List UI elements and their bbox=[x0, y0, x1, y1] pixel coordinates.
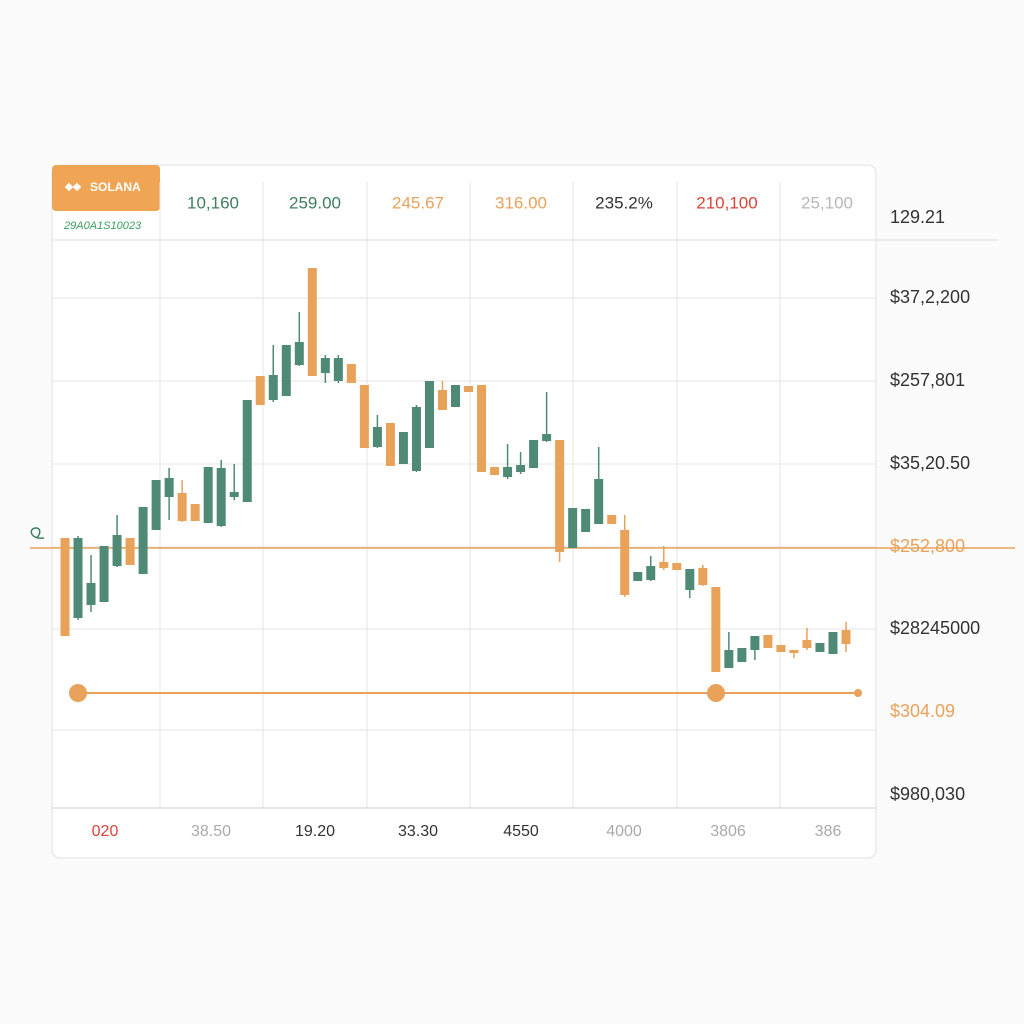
candle-body bbox=[542, 434, 552, 441]
price-label: $37,2,200 bbox=[890, 287, 970, 307]
x-label: 3806 bbox=[710, 823, 746, 840]
price-label: $257,801 bbox=[890, 370, 965, 390]
candle-body bbox=[203, 467, 213, 523]
price-label: $980,030 bbox=[890, 784, 965, 804]
candle-body bbox=[802, 640, 812, 648]
symbol: SOLANA bbox=[90, 180, 141, 194]
candle-body bbox=[333, 358, 343, 381]
candle-body bbox=[724, 650, 734, 668]
candle-body bbox=[359, 385, 369, 448]
x-label: 4550 bbox=[503, 823, 539, 840]
candle-body bbox=[372, 427, 382, 447]
candle-body bbox=[411, 407, 421, 471]
candle-body bbox=[789, 650, 799, 653]
candle-body bbox=[568, 508, 578, 548]
x-label: 020 bbox=[92, 823, 119, 840]
candle-body bbox=[86, 583, 96, 605]
candle-body bbox=[750, 636, 760, 650]
subtitle: 29A0A1S10023 bbox=[63, 220, 142, 232]
x-label: 38.50 bbox=[191, 823, 231, 840]
candle-body bbox=[138, 507, 148, 574]
candle-body bbox=[73, 538, 83, 618]
candle-body bbox=[828, 632, 838, 654]
candle-body bbox=[99, 546, 109, 602]
candle-body bbox=[294, 342, 304, 365]
candle-body bbox=[594, 479, 604, 524]
hook-icon bbox=[30, 527, 45, 539]
candle-body bbox=[424, 381, 434, 448]
header-value: 245.67 bbox=[392, 193, 444, 212]
candle-body bbox=[711, 587, 721, 672]
candle-body bbox=[516, 465, 526, 472]
reference-dot bbox=[69, 684, 87, 702]
header-value: 25,100 bbox=[801, 193, 853, 212]
candle-body bbox=[190, 504, 200, 521]
candle-body bbox=[125, 538, 135, 565]
candle-body bbox=[633, 572, 643, 581]
price-label: 129.21 bbox=[890, 207, 945, 227]
reference-dot bbox=[854, 689, 862, 697]
price-label: $304.09 bbox=[890, 701, 955, 721]
reference-dot bbox=[707, 684, 725, 702]
x-label: 19.20 bbox=[295, 823, 335, 840]
candle-body bbox=[242, 400, 252, 502]
x-label: 386 bbox=[815, 823, 842, 840]
candle-body bbox=[320, 358, 330, 373]
candle-body bbox=[177, 493, 187, 521]
candle-body bbox=[503, 467, 513, 477]
candle-body bbox=[581, 509, 591, 532]
candle-body bbox=[529, 440, 539, 468]
candle-body bbox=[164, 478, 174, 497]
candle-body bbox=[437, 390, 447, 410]
candle-body bbox=[281, 345, 291, 396]
candle-body bbox=[307, 268, 317, 376]
header-value: 316.00 bbox=[495, 193, 547, 212]
candle-body bbox=[477, 385, 487, 472]
candle-body bbox=[229, 492, 239, 497]
candle-body bbox=[607, 515, 617, 524]
candle-body bbox=[268, 375, 278, 400]
candle-body bbox=[659, 562, 669, 568]
header-value: 210,100 bbox=[696, 193, 757, 212]
candle-body bbox=[398, 432, 408, 464]
header-value: 259.00 bbox=[289, 193, 341, 212]
candle-body bbox=[216, 468, 226, 526]
candle-body bbox=[112, 535, 122, 566]
candle-body bbox=[151, 480, 161, 530]
header-value: 235.2% bbox=[595, 193, 653, 212]
candle-body bbox=[737, 648, 747, 662]
candle-body bbox=[464, 386, 474, 392]
candle-body bbox=[620, 530, 630, 595]
candle-body bbox=[776, 645, 786, 652]
candle-body bbox=[60, 538, 70, 636]
candle-body bbox=[255, 376, 265, 405]
price-label: $28245000 bbox=[890, 618, 980, 638]
panel bbox=[51, 164, 877, 859]
candle-body bbox=[555, 440, 565, 552]
candle-body bbox=[346, 364, 356, 383]
candle-body bbox=[698, 568, 708, 585]
price-label: $252,800 bbox=[890, 536, 965, 556]
symbol-icon bbox=[64, 182, 82, 192]
candle-body bbox=[451, 385, 460, 407]
candle-body bbox=[841, 630, 851, 644]
candle-body bbox=[385, 423, 395, 466]
x-label: 33.30 bbox=[398, 823, 438, 840]
candle-body bbox=[763, 635, 773, 648]
x-label: 4000 bbox=[606, 823, 642, 840]
candle-body bbox=[685, 569, 695, 590]
candle-body bbox=[490, 467, 500, 475]
candle-body bbox=[646, 566, 656, 580]
header-value: 10,160 bbox=[187, 193, 239, 212]
candle-body bbox=[815, 643, 825, 652]
symbol-badge bbox=[52, 165, 160, 211]
price-label: $35,20.50 bbox=[890, 453, 970, 473]
candle-body bbox=[672, 563, 682, 570]
